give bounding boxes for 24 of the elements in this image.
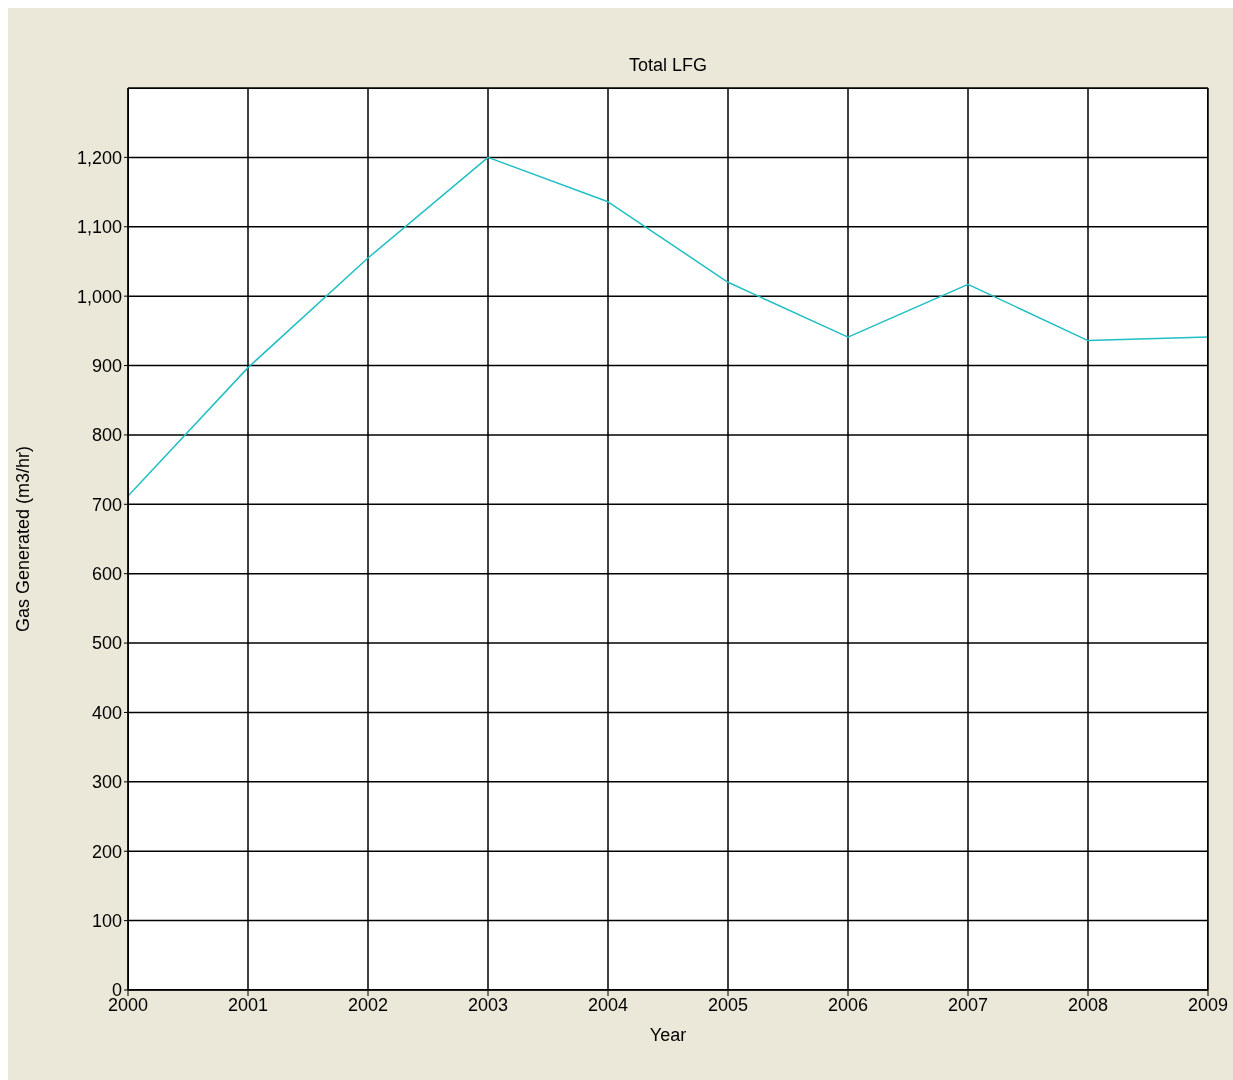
y-tick-label: 100: [91, 911, 122, 932]
y-tick-label: 700: [91, 494, 122, 515]
y-axis-title: Gas Generated (m3/hr): [13, 445, 34, 633]
x-tick-label: 2002: [347, 994, 389, 1015]
x-tick-label: 2005: [707, 994, 749, 1015]
y-tick-label: 1,200: [76, 147, 122, 168]
y-tick-label: 500: [91, 633, 122, 654]
y-tick-label: 300: [91, 772, 122, 793]
x-tick-label: 2008: [1067, 994, 1109, 1015]
y-tick-label: 1,100: [76, 217, 122, 238]
x-tick-label: 2006: [827, 994, 869, 1015]
y-tick-label: 900: [91, 355, 122, 376]
x-axis-title: Year: [649, 1024, 687, 1045]
y-tick-label: 200: [91, 841, 122, 862]
x-tick-label: 2007: [947, 994, 989, 1015]
y-tick-label: 1,000: [76, 286, 122, 307]
x-tick-label: 2009: [1187, 994, 1229, 1015]
chart-title: Total LFG: [628, 55, 708, 76]
x-tick-label: 2001: [227, 994, 269, 1015]
y-tick-label: 800: [91, 425, 122, 446]
y-tick-label: 600: [91, 564, 122, 585]
y-tick-label: 400: [91, 702, 122, 723]
x-tick-label: 2004: [587, 994, 629, 1015]
x-tick-label: 2003: [467, 994, 509, 1015]
